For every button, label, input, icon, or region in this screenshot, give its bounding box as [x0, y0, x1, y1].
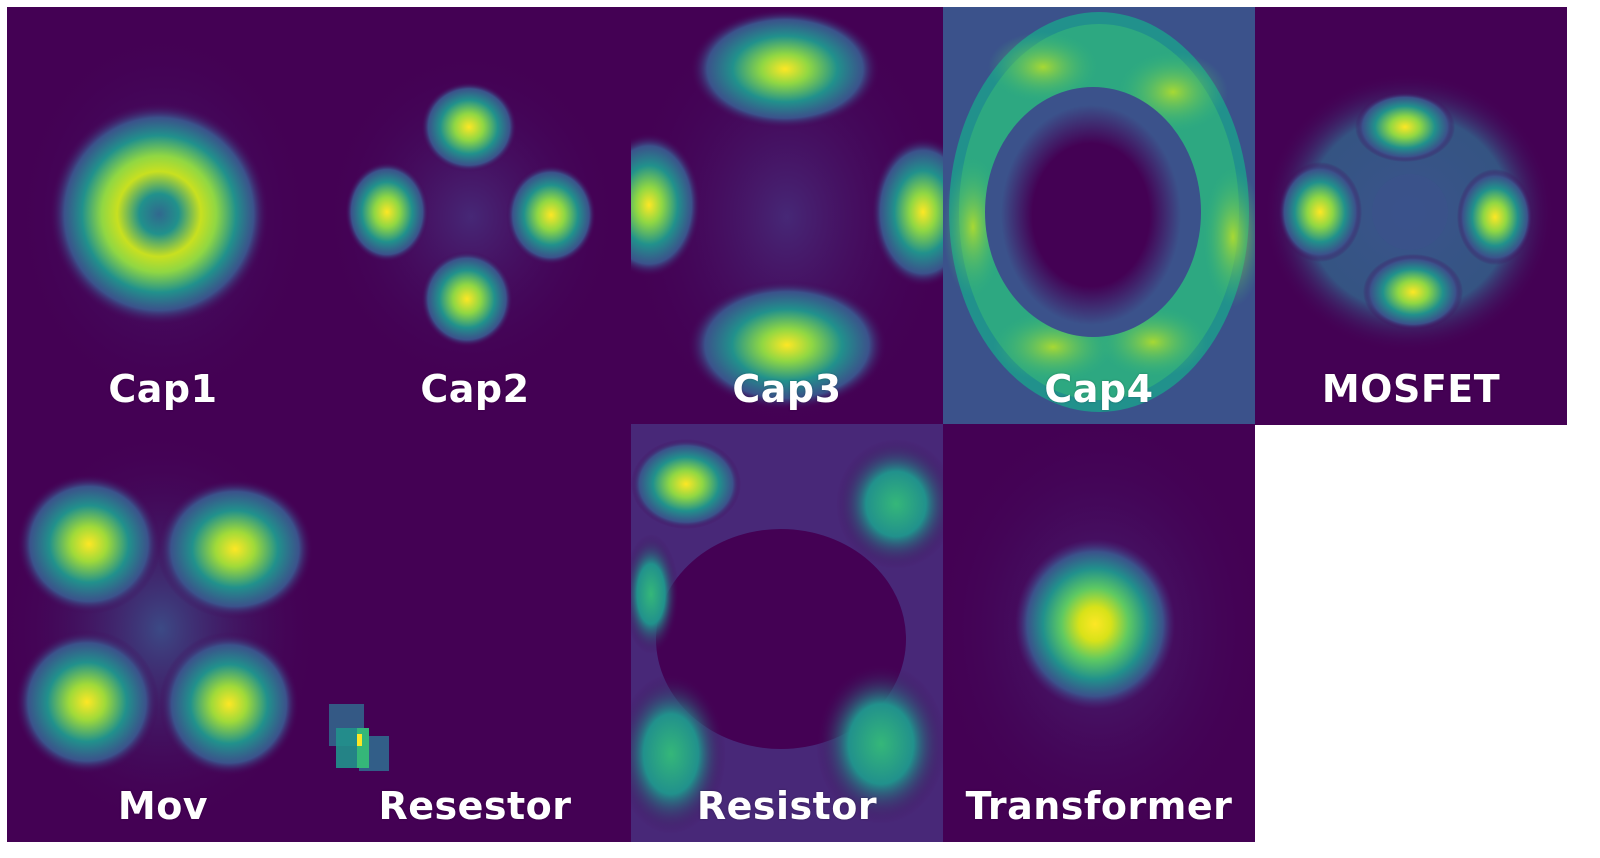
panel-label: Mov: [117, 784, 209, 828]
mosfet-heatmap: [1264, 73, 1554, 353]
heatmap-panel-resestor: Resestor: [319, 424, 631, 842]
resistor-heatmap: [631, 424, 943, 842]
heatmap-panel-resistor: Resistor: [631, 424, 943, 842]
panel-label: Resestor: [378, 784, 572, 828]
cap1-heatmap: [13, 27, 313, 407]
heatmap-panel-transformer: Transformer: [943, 424, 1255, 842]
panel-label: Cap2: [420, 367, 530, 411]
resestor-heatmap: [329, 704, 389, 771]
cap2-heatmap: [321, 47, 621, 387]
panel-label: Cap3: [732, 367, 842, 411]
heatmap-panel-cap2: Cap2: [319, 7, 631, 425]
transformer-heatmap: [943, 424, 1255, 842]
heatmap-panel-cap1: Cap1: [7, 7, 319, 425]
panel-label: MOSFET: [1321, 367, 1501, 411]
cap4-heatmap: [943, 7, 1255, 425]
heatmap-panel-mov: Mov: [7, 424, 319, 842]
panel-label: Cap1: [108, 367, 218, 411]
mov-heatmap: [7, 429, 319, 829]
heatmap-panel-cap3: Cap3: [631, 7, 943, 425]
panel-label: Resistor: [696, 784, 878, 828]
heatmap-panel-cap4: Cap4: [943, 7, 1255, 425]
panel-label: Cap4: [1044, 367, 1154, 411]
heatmap-panel-mosfet: MOSFET: [1255, 7, 1567, 425]
panel-label: Transformer: [965, 784, 1233, 828]
cap3-heatmap: [631, 7, 943, 425]
